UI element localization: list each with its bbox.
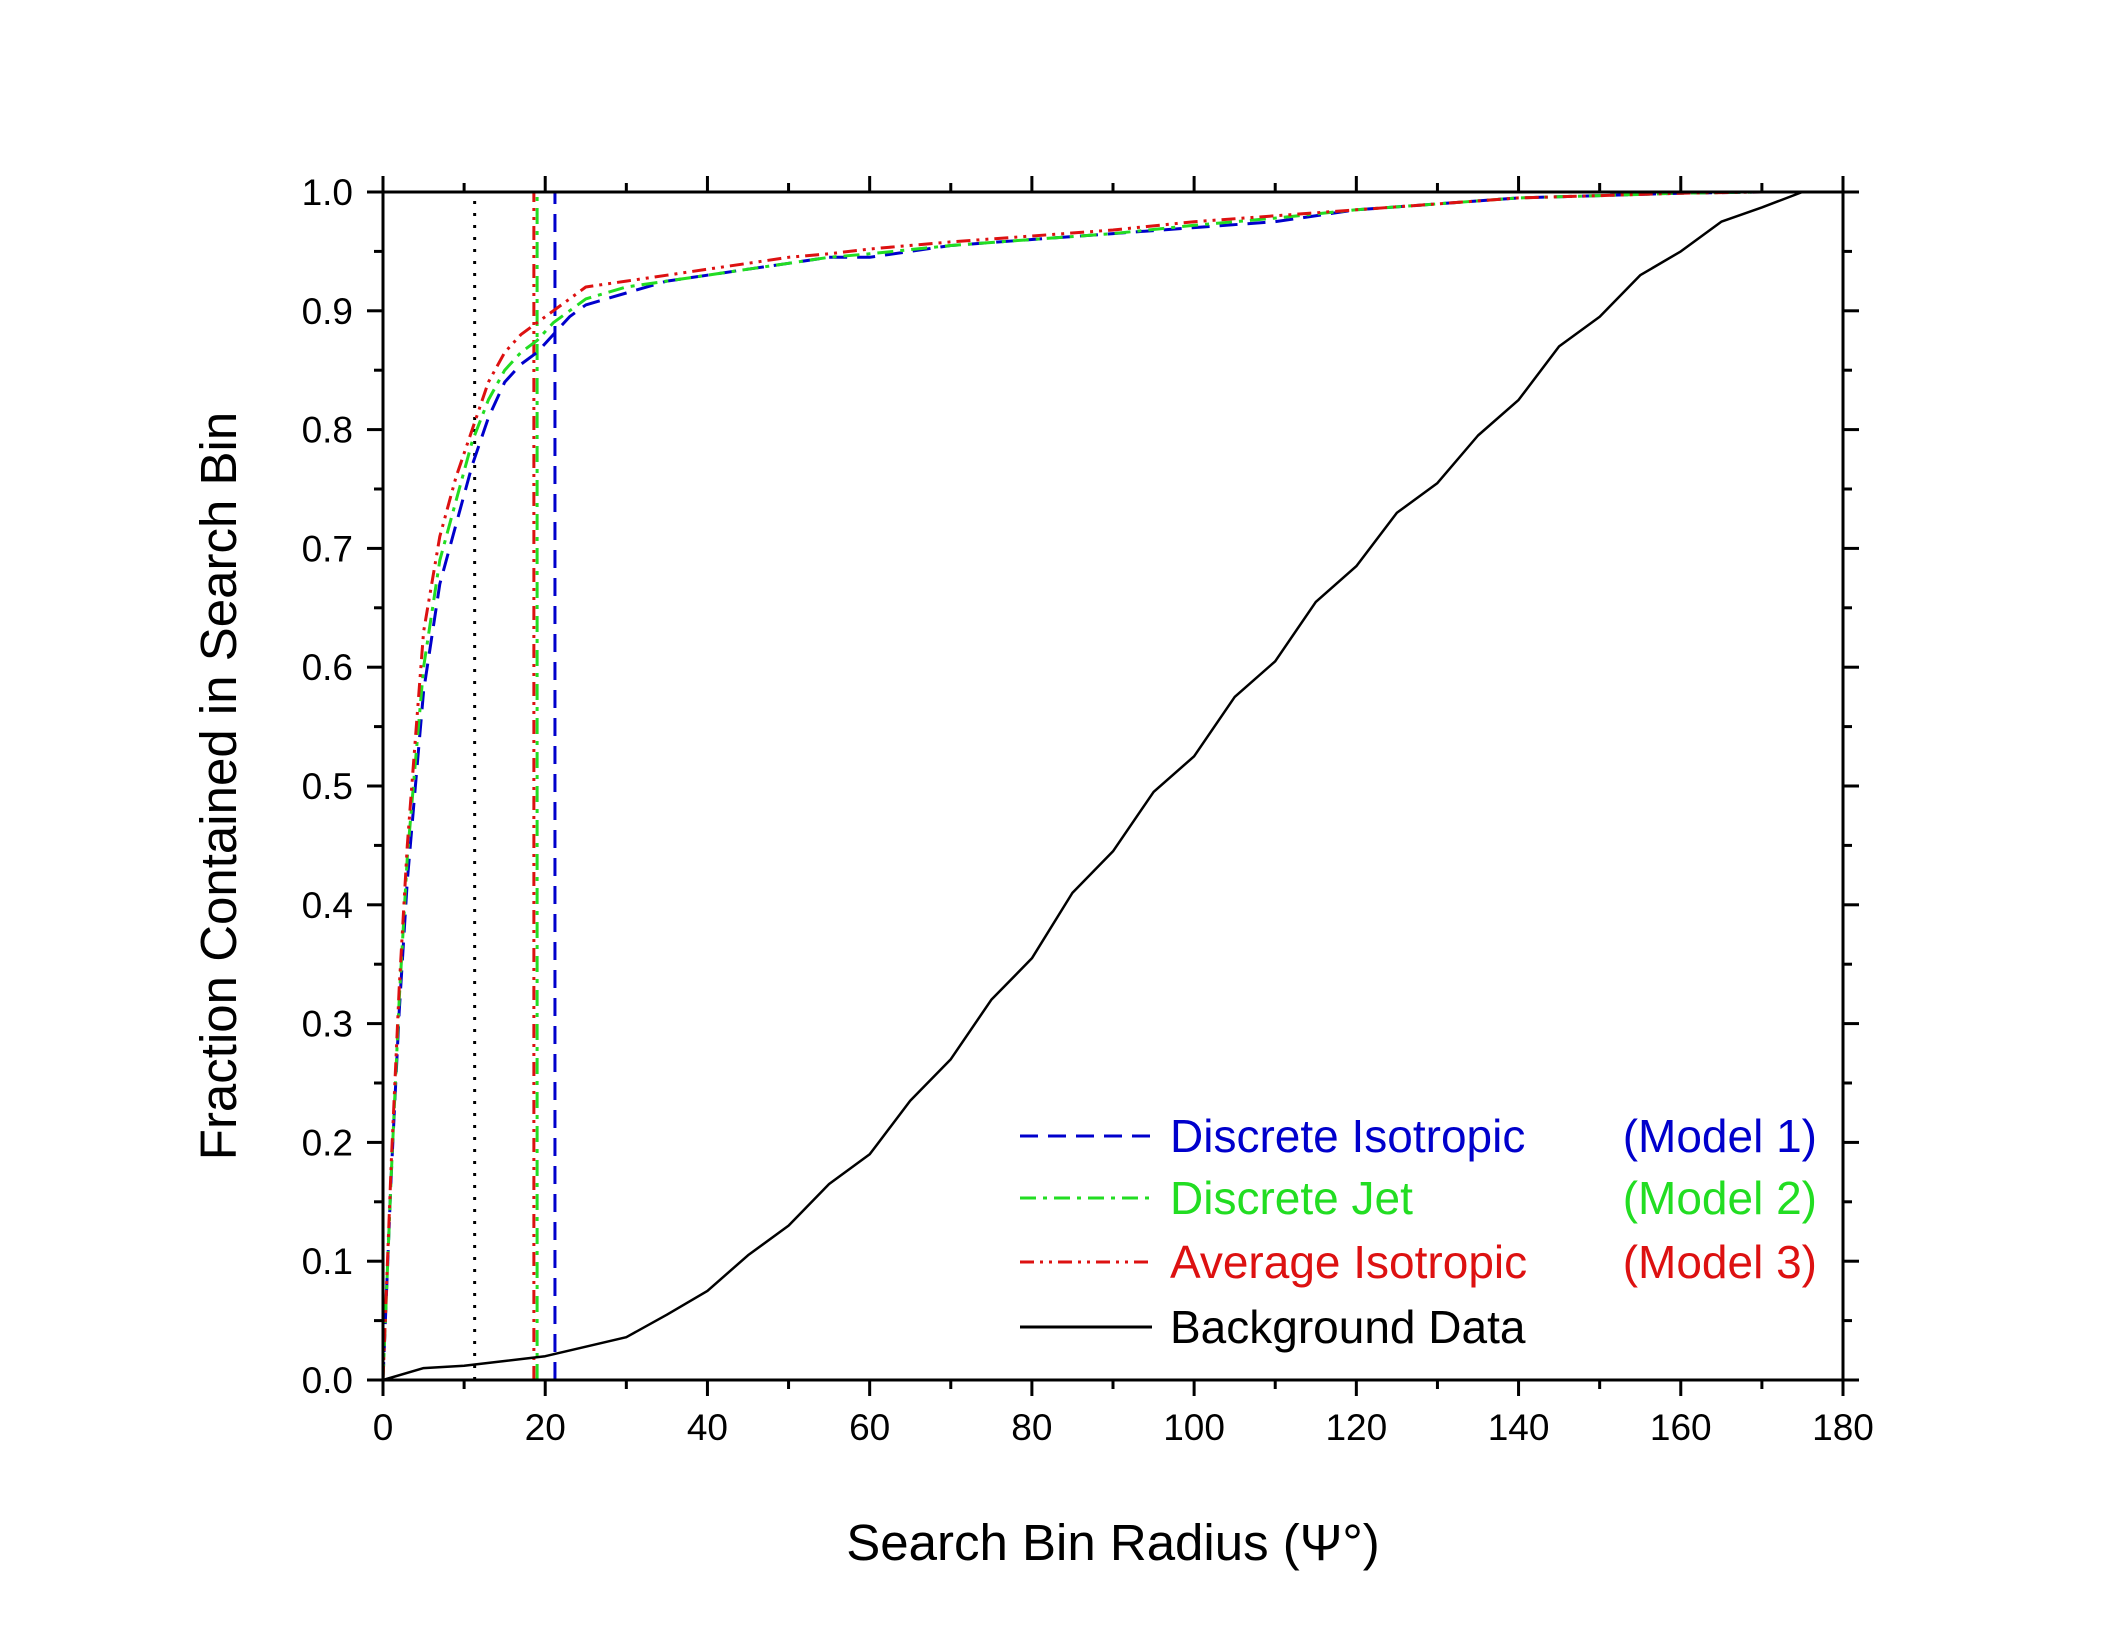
legend-model-label: (Model 1) <box>1623 1110 1817 1162</box>
series-line-average-isotropic <box>381 190 1843 1381</box>
x-tick-label: 180 <box>1812 1407 1874 1448</box>
x-tick-label: 20 <box>525 1407 566 1448</box>
y-tick-label: 0.6 <box>302 647 353 688</box>
y-tick-label: 0.0 <box>302 1360 353 1401</box>
x-tick-label: 60 <box>849 1407 890 1448</box>
y-tick-label: 0.4 <box>302 885 353 926</box>
legend-model-label: (Model 2) <box>1623 1172 1817 1224</box>
series-lines <box>381 190 1843 1382</box>
vertical-reference-lines <box>473 192 557 1380</box>
y-tick-label: 0.7 <box>302 528 353 569</box>
x-tick-label: 140 <box>1488 1407 1550 1448</box>
y-tick-label: 0.2 <box>302 1122 353 1163</box>
legend-label: Discrete Isotropic <box>1170 1110 1525 1162</box>
x-tick-label: 0 <box>373 1407 394 1448</box>
y-tick-label: 0.3 <box>302 1004 353 1045</box>
x-tick-label: 100 <box>1163 1407 1225 1448</box>
legend-label: Discrete Jet <box>1170 1172 1413 1224</box>
legend-model-label: (Model 3) <box>1623 1236 1817 1288</box>
x-tick-label: 40 <box>687 1407 728 1448</box>
y-axis-ticks: 0.0 0.1 0.2 0.3 0.4 0.5 0.6 0.7 0.8 0.9 1.0 <box>302 172 1859 1401</box>
y-axis-title: Fraction Contained in Search Bin <box>190 412 247 1160</box>
y-tick-label: 0.5 <box>302 766 353 807</box>
x-tick-label: 80 <box>1011 1407 1052 1448</box>
x-axis-ticks: 0 20 40 60 80 100 120 140 160 180 <box>373 176 1874 1448</box>
y-tick-label: 0.1 <box>302 1241 353 1282</box>
legend: Discrete Isotropic (Model 1) Discrete Jet (… <box>1020 1110 1817 1353</box>
x-tick-label: 160 <box>1650 1407 1712 1448</box>
x-tick-label: 120 <box>1325 1407 1387 1448</box>
x-axis-title: Search Bin Radius (Ψ°) <box>846 1514 1380 1571</box>
series-line-discrete-jet <box>381 190 1843 1381</box>
legend-label: Average Isotropic <box>1170 1236 1527 1288</box>
series-line-background-data <box>382 190 1843 1382</box>
legend-label: Background Data <box>1170 1301 1526 1353</box>
y-tick-label: 0.9 <box>302 291 353 332</box>
y-tick-label: 1.0 <box>302 172 353 213</box>
y-tick-label: 0.8 <box>302 410 353 451</box>
